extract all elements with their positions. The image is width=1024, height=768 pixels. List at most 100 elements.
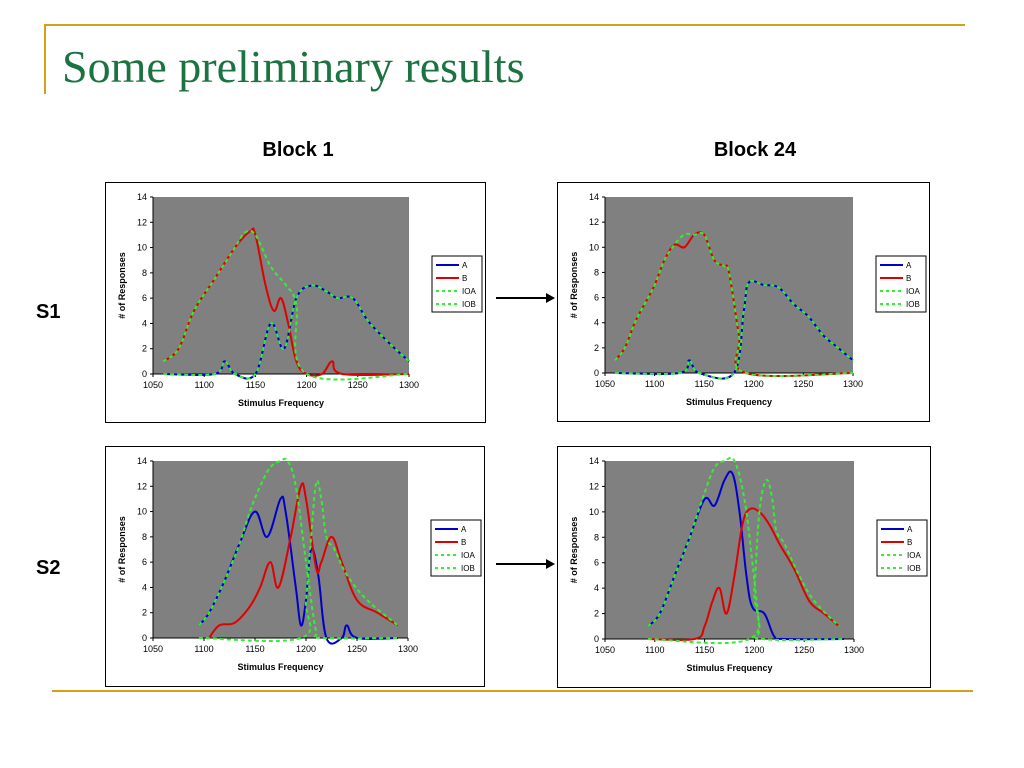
y-tick-label: 6 bbox=[142, 293, 147, 303]
chart-s1-block24: 0 2 4 6 8 10 12 14 1050 1100 1150 1200 1250 1300 Stimu… bbox=[557, 182, 930, 422]
y-tick-label: 2 bbox=[594, 343, 599, 353]
x-tick-label: 1200 bbox=[297, 380, 317, 390]
y-tick-label: 14 bbox=[137, 192, 147, 202]
plot-area bbox=[605, 461, 854, 639]
y-tick-label: 2 bbox=[594, 609, 599, 619]
y-tick-label: 8 bbox=[142, 532, 147, 542]
x-tick-label: 1100 bbox=[195, 380, 214, 390]
y-tick-label: 14 bbox=[589, 456, 599, 466]
x-tick-label: 1300 bbox=[844, 645, 864, 655]
column-label-block-24: Block 24 bbox=[713, 139, 797, 161]
x-tick-label: 1050 bbox=[143, 644, 163, 654]
chart-s2-block1-svg: 0 2 4 6 8 10 12 14 1050 1100 1150 1200 1250 1300 Stimu… bbox=[117, 456, 482, 672]
legend-label-ioa: IOA bbox=[461, 551, 475, 560]
x-tick-label: 1050 bbox=[595, 379, 615, 389]
y-tick-label: 0 bbox=[594, 368, 599, 378]
y-tick-label: 2 bbox=[142, 344, 147, 354]
x-axis-title: Stimulus Frequency bbox=[238, 398, 324, 408]
series-line-iob bbox=[198, 479, 399, 643]
arrow-s1 bbox=[496, 293, 555, 303]
y-tick-label: 14 bbox=[589, 192, 599, 202]
y-tick-label: 10 bbox=[137, 507, 147, 517]
chart-s1-block1: 0 2 4 6 8 10 12 14 1050 1100 1150 1200 1250 1300 Stimu… bbox=[105, 182, 486, 423]
series-line-iob bbox=[614, 231, 854, 378]
x-tick-label: 1050 bbox=[595, 645, 615, 655]
y-tick-label: 0 bbox=[142, 633, 147, 643]
x-axis-title: Stimulus Frequency bbox=[237, 662, 323, 672]
legend-label-ioa: IOA bbox=[462, 287, 476, 296]
y-tick-label: 6 bbox=[142, 557, 147, 567]
chart-s1-block1-svg: 0 2 4 6 8 10 12 14 1050 1100 1150 1200 1250 1300 Stimu… bbox=[117, 192, 483, 408]
y-tick-label: 12 bbox=[589, 217, 599, 227]
y-tick-label: 0 bbox=[594, 634, 599, 644]
legend-label-ioa: IOA bbox=[907, 551, 921, 560]
y-tick-label: 12 bbox=[137, 217, 147, 227]
y-tick-label: 12 bbox=[589, 481, 599, 491]
legend-label-iob: IOB bbox=[906, 300, 920, 309]
slide-title: Some preliminary results bbox=[62, 41, 525, 92]
row-label-s2: S2 bbox=[36, 557, 61, 579]
x-tick-label: 1150 bbox=[245, 644, 264, 654]
x-tick-label: 1250 bbox=[794, 645, 814, 655]
y-tick-label: 2 bbox=[142, 608, 147, 618]
series-line-ioa bbox=[163, 284, 410, 380]
y-axis-title: # of Responses bbox=[117, 516, 127, 583]
chart-s2-block1: 0 2 4 6 8 10 12 14 1050 1100 1150 1200 1250 1300 Stimu… bbox=[105, 446, 485, 687]
legend-label-a: A bbox=[907, 525, 913, 534]
x-tick-label: 1250 bbox=[348, 380, 368, 390]
y-axis-title: # of Responses bbox=[569, 517, 579, 584]
plot-area bbox=[605, 197, 853, 373]
x-tick-label: 1200 bbox=[744, 379, 764, 389]
x-tick-label: 1150 bbox=[246, 380, 265, 390]
x-tick-label: 1100 bbox=[194, 644, 213, 654]
y-axis-title: # of Responses bbox=[117, 252, 127, 319]
bottom-rule bbox=[52, 690, 973, 692]
series-line-b bbox=[208, 482, 399, 639]
x-tick-label: 1200 bbox=[296, 644, 316, 654]
x-tick-label: 1250 bbox=[793, 379, 813, 389]
y-tick-label: 8 bbox=[142, 268, 147, 278]
series-line-ioa bbox=[198, 457, 398, 640]
y-tick-label: 6 bbox=[594, 558, 599, 568]
legend-label-iob: IOB bbox=[461, 564, 475, 573]
y-tick-label: 4 bbox=[142, 318, 147, 328]
y-tick-label: 14 bbox=[137, 456, 147, 466]
series-line-ioa bbox=[614, 279, 854, 380]
legend-label-b: B bbox=[907, 538, 912, 547]
x-tick-label: 1250 bbox=[347, 644, 367, 654]
series-line-iob bbox=[162, 229, 410, 381]
series-line-a bbox=[198, 495, 398, 645]
y-tick-label: 10 bbox=[589, 242, 599, 252]
column-label-block-1: Block 1 bbox=[262, 139, 334, 161]
legend-label-iob: IOB bbox=[907, 564, 921, 573]
x-tick-label: 1200 bbox=[744, 645, 764, 655]
legend-label-b: B bbox=[462, 274, 467, 283]
y-tick-label: 4 bbox=[594, 318, 599, 328]
legend-label-ioa: IOA bbox=[906, 287, 920, 296]
x-tick-label: 1050 bbox=[143, 380, 163, 390]
legend-label-a: A bbox=[906, 261, 912, 270]
y-tick-label: 4 bbox=[594, 583, 599, 593]
legend-label-a: A bbox=[461, 525, 467, 534]
y-tick-label: 0 bbox=[142, 369, 147, 379]
x-axis-title: Stimulus Frequency bbox=[686, 663, 772, 673]
arrow-s2 bbox=[496, 559, 555, 569]
x-tick-label: 1300 bbox=[398, 644, 418, 654]
legend-label-b: B bbox=[461, 538, 466, 547]
x-tick-label: 1150 bbox=[695, 645, 714, 655]
y-axis-title: # of Responses bbox=[569, 252, 579, 319]
y-tick-label: 8 bbox=[594, 532, 599, 542]
series-line-ioa bbox=[647, 456, 845, 642]
x-tick-label: 1300 bbox=[399, 380, 419, 390]
y-tick-label: 12 bbox=[137, 481, 147, 491]
legend-label-a: A bbox=[462, 261, 468, 270]
plot-area bbox=[153, 461, 408, 638]
y-tick-label: 4 bbox=[142, 582, 147, 592]
chart-s2-block24: 0 2 4 6 8 10 12 14 1050 1100 1150 1200 1250 1300 Stimu… bbox=[557, 446, 931, 688]
x-tick-label: 1100 bbox=[645, 379, 664, 389]
legend-label-b: B bbox=[906, 274, 911, 283]
y-tick-label: 10 bbox=[137, 243, 147, 253]
chart-s2-block24-svg: 0 2 4 6 8 10 12 14 1050 1100 1150 1200 1250 1300 Stimu… bbox=[569, 456, 928, 673]
x-tick-label: 1100 bbox=[645, 645, 664, 655]
series-line-b bbox=[162, 227, 410, 377]
